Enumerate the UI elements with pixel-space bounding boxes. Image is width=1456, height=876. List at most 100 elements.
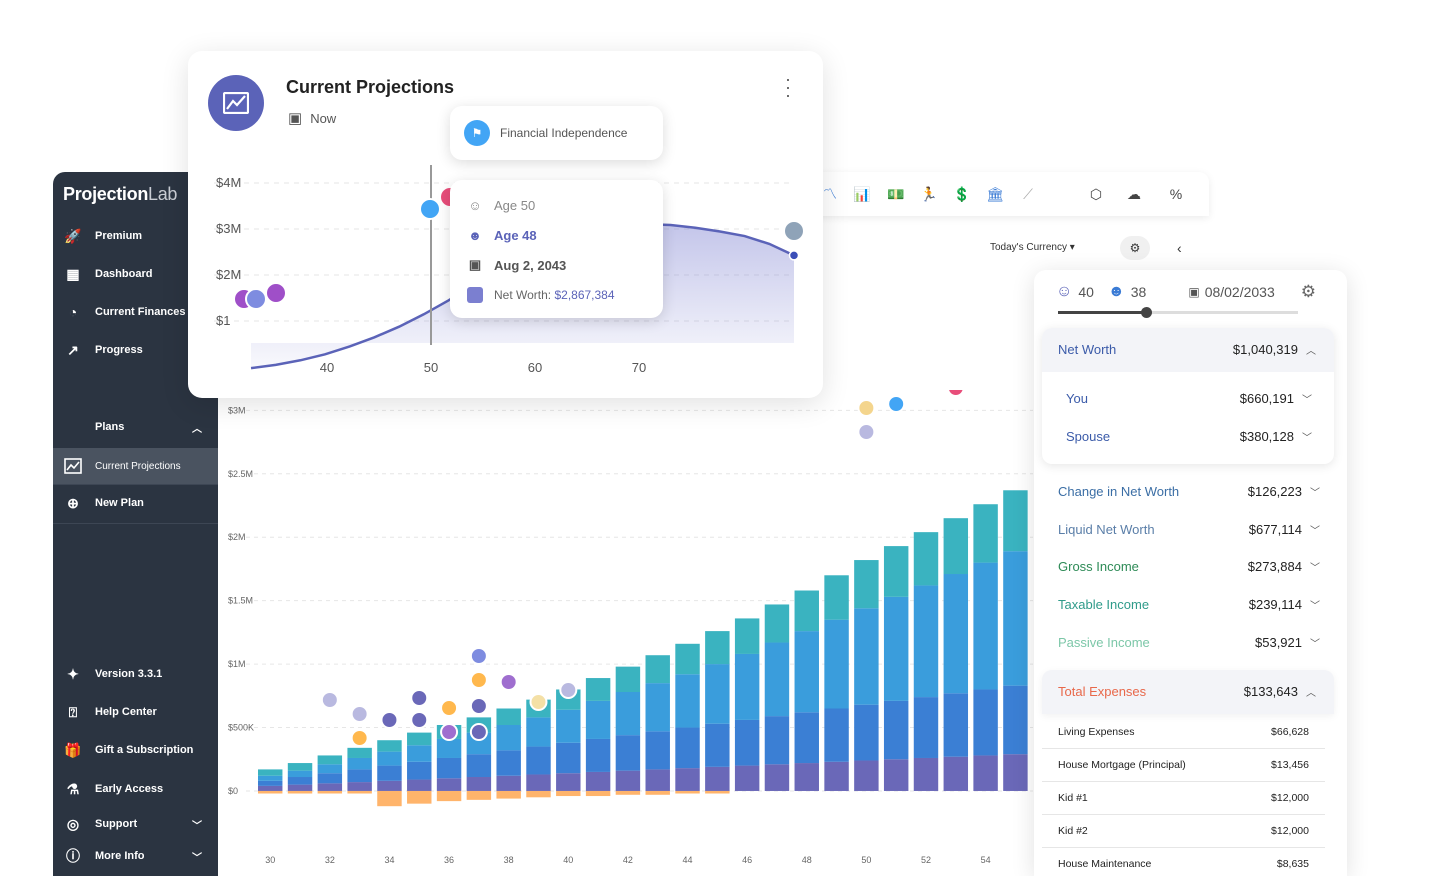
bar-negative-segment[interactable]: [526, 790, 551, 798]
sidebar-item-early-access[interactable]: ⚗ Early Access: [53, 773, 218, 805]
bar-segment[interactable]: [883, 759, 909, 791]
bar-segment[interactable]: [764, 642, 790, 717]
bar-negative-segment[interactable]: [645, 790, 670, 795]
bar-segment[interactable]: [973, 755, 998, 791]
sidebar-item-support[interactable]: ◎ Support ﹀: [53, 808, 218, 840]
bar-segment[interactable]: [556, 742, 581, 774]
bar-segment[interactable]: [705, 723, 730, 767]
bar-segment[interactable]: [973, 562, 998, 690]
gross-income-row[interactable]: Gross Income $273,884 ﹀: [1058, 559, 1320, 574]
bar-segment[interactable]: [645, 769, 670, 791]
bar-segment[interactable]: [883, 596, 909, 701]
spouse-row[interactable]: Spouse $380,128 ﹀: [1066, 429, 1312, 444]
event-marker-icon[interactable]: [529, 693, 548, 711]
event-marker-icon[interactable]: [380, 711, 399, 729]
bar-segment[interactable]: [764, 764, 790, 791]
bar-segment[interactable]: [675, 768, 700, 791]
bar-segment[interactable]: [794, 631, 819, 713]
bar-segment[interactable]: [824, 619, 849, 709]
bar-segment[interactable]: [585, 700, 611, 739]
sidebar-item-dashboard[interactable]: ▦ Dashboard: [53, 258, 218, 290]
sidebar-plans-header[interactable]: Plans ︿: [53, 411, 218, 443]
bar-segment[interactable]: [854, 760, 879, 791]
cloud-off-icon[interactable]: ☁: [1127, 186, 1141, 202]
bar-segment[interactable]: [1003, 754, 1028, 791]
bar-segment[interactable]: [615, 666, 641, 693]
bar-segment[interactable]: [377, 780, 402, 791]
bar-segment[interactable]: [734, 618, 760, 654]
bar-negative-segment[interactable]: [258, 790, 283, 794]
chart-line-icon[interactable]: 〽: [823, 186, 837, 202]
event-marker-icon[interactable]: [946, 379, 965, 397]
change-net-worth-row[interactable]: Change in Net Worth $126,223 ﹀: [1058, 484, 1320, 499]
sidebar-item-current-finances[interactable]: ◔ Current Finances: [53, 296, 218, 328]
bar-negative-segment[interactable]: [436, 790, 462, 802]
bar-segment[interactable]: [347, 782, 372, 791]
event-marker-icon[interactable]: [469, 723, 488, 741]
bar-segment[interactable]: [496, 750, 521, 776]
currency-select[interactable]: Today's Currency ▾: [990, 242, 1075, 253]
bar-segment[interactable]: [258, 785, 283, 791]
liquid-net-worth-row[interactable]: Liquid Net Worth $677,114 ﹀: [1058, 522, 1320, 537]
bar-segment[interactable]: [705, 664, 730, 724]
bar-segment[interactable]: [675, 674, 700, 728]
financial-independence-pill[interactable]: ⚑ Financial Independence: [450, 106, 663, 160]
bar-negative-segment[interactable]: [407, 790, 432, 804]
bar-segment[interactable]: [615, 692, 641, 736]
bar-segment[interactable]: [347, 769, 372, 783]
bar-segment[interactable]: [1003, 551, 1028, 686]
bar-segment[interactable]: [317, 773, 343, 784]
event-marker-icon[interactable]: [499, 673, 518, 691]
bar-segment[interactable]: [943, 574, 969, 694]
net-worth-row[interactable]: Net Worth $1,040,319 ︿: [1058, 342, 1316, 357]
slider-handle[interactable]: [1141, 307, 1152, 318]
bar-segment[interactable]: [407, 732, 432, 746]
bar-segment[interactable]: [496, 724, 521, 751]
bar-negative-segment[interactable]: [705, 790, 730, 794]
bar-segment[interactable]: [943, 756, 969, 791]
bar-segment[interactable]: [854, 560, 879, 609]
event-marker-icon[interactable]: [350, 705, 369, 723]
bar-segment[interactable]: [287, 770, 313, 778]
event-marker-icon[interactable]: [857, 423, 876, 441]
bar-segment[interactable]: [615, 770, 641, 791]
bar-segment[interactable]: [466, 777, 492, 791]
sidebar-item-new-plan[interactable]: ⊕ New Plan: [53, 487, 218, 519]
bar-segment[interactable]: [526, 717, 551, 747]
event-marker-icon[interactable]: [410, 689, 429, 707]
bar-negative-segment[interactable]: [317, 790, 343, 794]
bar-segment[interactable]: [585, 738, 611, 772]
bar-segment[interactable]: [1003, 685, 1028, 755]
bar-segment[interactable]: [854, 608, 879, 705]
sidebar-item-more-info[interactable]: ⓘ More Info ﹀: [53, 840, 218, 872]
bar-segment[interactable]: [258, 769, 283, 776]
bar-segment[interactable]: [734, 719, 760, 766]
bar-segment[interactable]: [973, 689, 998, 756]
slope-icon[interactable]: ⟋: [1023, 186, 1033, 202]
sidebar-item-gift[interactable]: 🎁 Gift a Subscription: [53, 734, 218, 766]
taxable-income-row[interactable]: Taxable Income $239,114 ﹀: [1058, 597, 1320, 612]
milestone-marker-icon[interactable]: [265, 282, 287, 304]
bank-icon[interactable]: 🏛: [986, 186, 1004, 202]
bar-segment[interactable]: [377, 751, 402, 766]
bar-segment[interactable]: [258, 780, 283, 786]
line-end-point[interactable]: [788, 250, 800, 261]
you-row[interactable]: You $660,191 ﹀: [1066, 391, 1312, 406]
age-slider[interactable]: [1058, 307, 1298, 318]
bar-segment[interactable]: [854, 704, 879, 761]
bar-segment[interactable]: [705, 631, 730, 665]
bar-negative-segment[interactable]: [556, 790, 581, 797]
bar-segment[interactable]: [436, 757, 462, 779]
bar-segment[interactable]: [675, 643, 700, 675]
milestone-marker-icon[interactable]: [783, 220, 805, 242]
bar-segment[interactable]: [824, 575, 849, 620]
bar-segment[interactable]: [287, 777, 313, 785]
bar-segment[interactable]: [585, 771, 611, 791]
dollar-screen-icon[interactable]: 💲: [953, 186, 971, 202]
bar-segment[interactable]: [734, 653, 760, 720]
selected-date[interactable]: 08/02/2033: [1204, 284, 1275, 300]
bar-segment[interactable]: [377, 765, 402, 781]
event-marker-icon[interactable]: [440, 723, 459, 741]
bar-segment[interactable]: [317, 764, 343, 774]
chevron-left-icon[interactable]: ‹: [1177, 240, 1182, 256]
